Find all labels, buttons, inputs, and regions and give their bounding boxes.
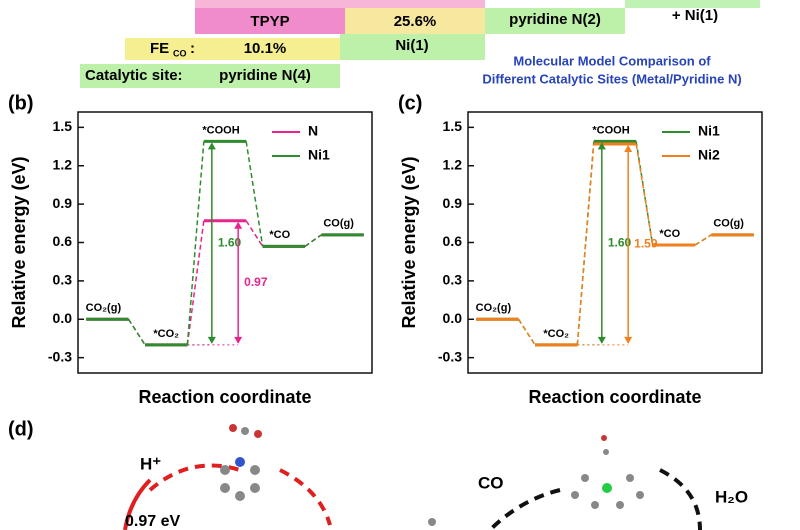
state-label: *CO — [269, 229, 290, 241]
y-tick-label: 1.2 — [443, 156, 463, 172]
label: CO — [478, 473, 504, 492]
caption: Different Catalytic Sites (Metal/Pyridin… — [482, 71, 741, 86]
legend-label: Ni2 — [698, 147, 720, 163]
connector — [186, 220, 205, 345]
connector — [694, 234, 712, 246]
cell-text: 10.1% — [244, 40, 287, 57]
arrow-head — [624, 144, 633, 152]
gap-label: 1.59 — [634, 237, 658, 251]
cell-text: pyridine N(2) — [509, 11, 601, 28]
connector — [576, 141, 595, 345]
x-axis-label: Reaction coordinate — [528, 387, 701, 407]
y-axis-label: Relative energy (eV) — [9, 156, 29, 328]
cell — [195, 0, 345, 8]
cell — [125, 38, 340, 60]
cycle-arrow — [659, 468, 702, 530]
panel-label: (c) — [398, 92, 422, 114]
y-tick-label: 0.3 — [443, 272, 463, 288]
arrow-head — [207, 142, 216, 150]
connector — [186, 141, 205, 345]
label: 0.97 eV — [125, 513, 180, 530]
y-tick-label: 0.0 — [53, 310, 73, 326]
cell — [625, 0, 760, 8]
cell — [485, 8, 625, 34]
connector — [517, 318, 536, 346]
state-label: *CO₂ — [153, 328, 179, 340]
arrow-head — [597, 336, 606, 344]
y-axis-label: Relative energy (eV) — [399, 156, 419, 328]
legend-label: Ni1 — [698, 123, 720, 139]
y-tick-label: -0.3 — [48, 348, 72, 364]
cell-text: TPYP — [250, 13, 289, 30]
plot: (c) Relative energy (eV) Reaction coordina… — [398, 92, 763, 407]
cell — [340, 34, 485, 60]
legend-label: Ni1 — [308, 147, 330, 163]
y-tick-label: 1.2 — [53, 156, 73, 172]
x-axis-label: Reaction coordinate — [138, 387, 311, 407]
state-label: *COOH — [592, 124, 629, 136]
y-tick-label: -0.3 — [438, 348, 462, 364]
y-tick-label: 0.6 — [443, 233, 463, 249]
y-tick-label: 0.9 — [53, 195, 73, 211]
cell-text: + Ni(1) — [672, 7, 718, 24]
cell-text: Ni(1) — [395, 37, 428, 54]
state-label: *CO₂ — [543, 328, 569, 340]
cell — [345, 8, 485, 34]
connector — [635, 143, 654, 246]
cycle-arrow — [488, 488, 561, 530]
y-tick-label: 0.0 — [443, 310, 463, 326]
molecule — [220, 424, 644, 526]
state-label: CO(g) — [713, 218, 744, 230]
cell-text: Catalytic site: — [85, 67, 183, 84]
cell — [345, 0, 485, 8]
arrow-head — [234, 221, 243, 229]
cell — [195, 8, 345, 34]
y-tick-label: 1.5 — [53, 118, 73, 134]
gap-label: 0.97 — [244, 275, 268, 289]
cell-text: FE — [150, 40, 169, 57]
cell-text: 25.6% — [394, 13, 437, 30]
panel-label: (d) — [8, 418, 34, 440]
connector — [127, 318, 146, 346]
plot: (b) Relative energy (eV) Reaction coordina… — [8, 92, 373, 407]
arrow-head — [597, 142, 606, 150]
label: H⁺ — [140, 454, 161, 473]
cycle-arrow — [279, 468, 332, 526]
legend-label: N — [308, 123, 318, 139]
y-tick-label: 1.5 — [443, 118, 463, 134]
gap-label: 1.60 — [218, 235, 242, 249]
y-tick-label: 0.6 — [53, 233, 73, 249]
connector — [576, 143, 595, 345]
y-tick-label: 0.9 — [443, 195, 463, 211]
cycle-arrow — [123, 478, 152, 530]
connector — [245, 220, 264, 247]
caption: Molecular Model Comparison of — [513, 53, 711, 68]
state-label: *COOH — [202, 124, 239, 136]
gap-label: 1.60 — [608, 235, 632, 249]
cell — [80, 64, 340, 88]
state-label: CO₂(g) — [476, 302, 512, 314]
cell-text: CO — [173, 48, 187, 58]
cycle-arrow — [148, 463, 241, 492]
cell-text: : — [190, 40, 195, 57]
connector — [304, 234, 322, 247]
arrow-head — [207, 336, 216, 344]
panel-d: (d) H⁺ 0.97 eV CO H₂O — [8, 418, 748, 530]
arrow-head — [624, 336, 633, 344]
arrow-head — [234, 336, 243, 344]
cell-text: pyridine N(4) — [219, 67, 311, 84]
label: H₂O — [715, 487, 748, 506]
panel-label: (b) — [8, 92, 34, 114]
state-label: CO₂(g) — [86, 302, 122, 314]
top-strip: + Ni(1) TPYP 25.6% pyridine N(2) FE CO :… — [80, 0, 760, 88]
connector — [245, 141, 264, 247]
state-label: *CO — [659, 228, 680, 240]
state-label: CO(g) — [323, 218, 354, 230]
y-tick-label: 0.3 — [53, 272, 73, 288]
